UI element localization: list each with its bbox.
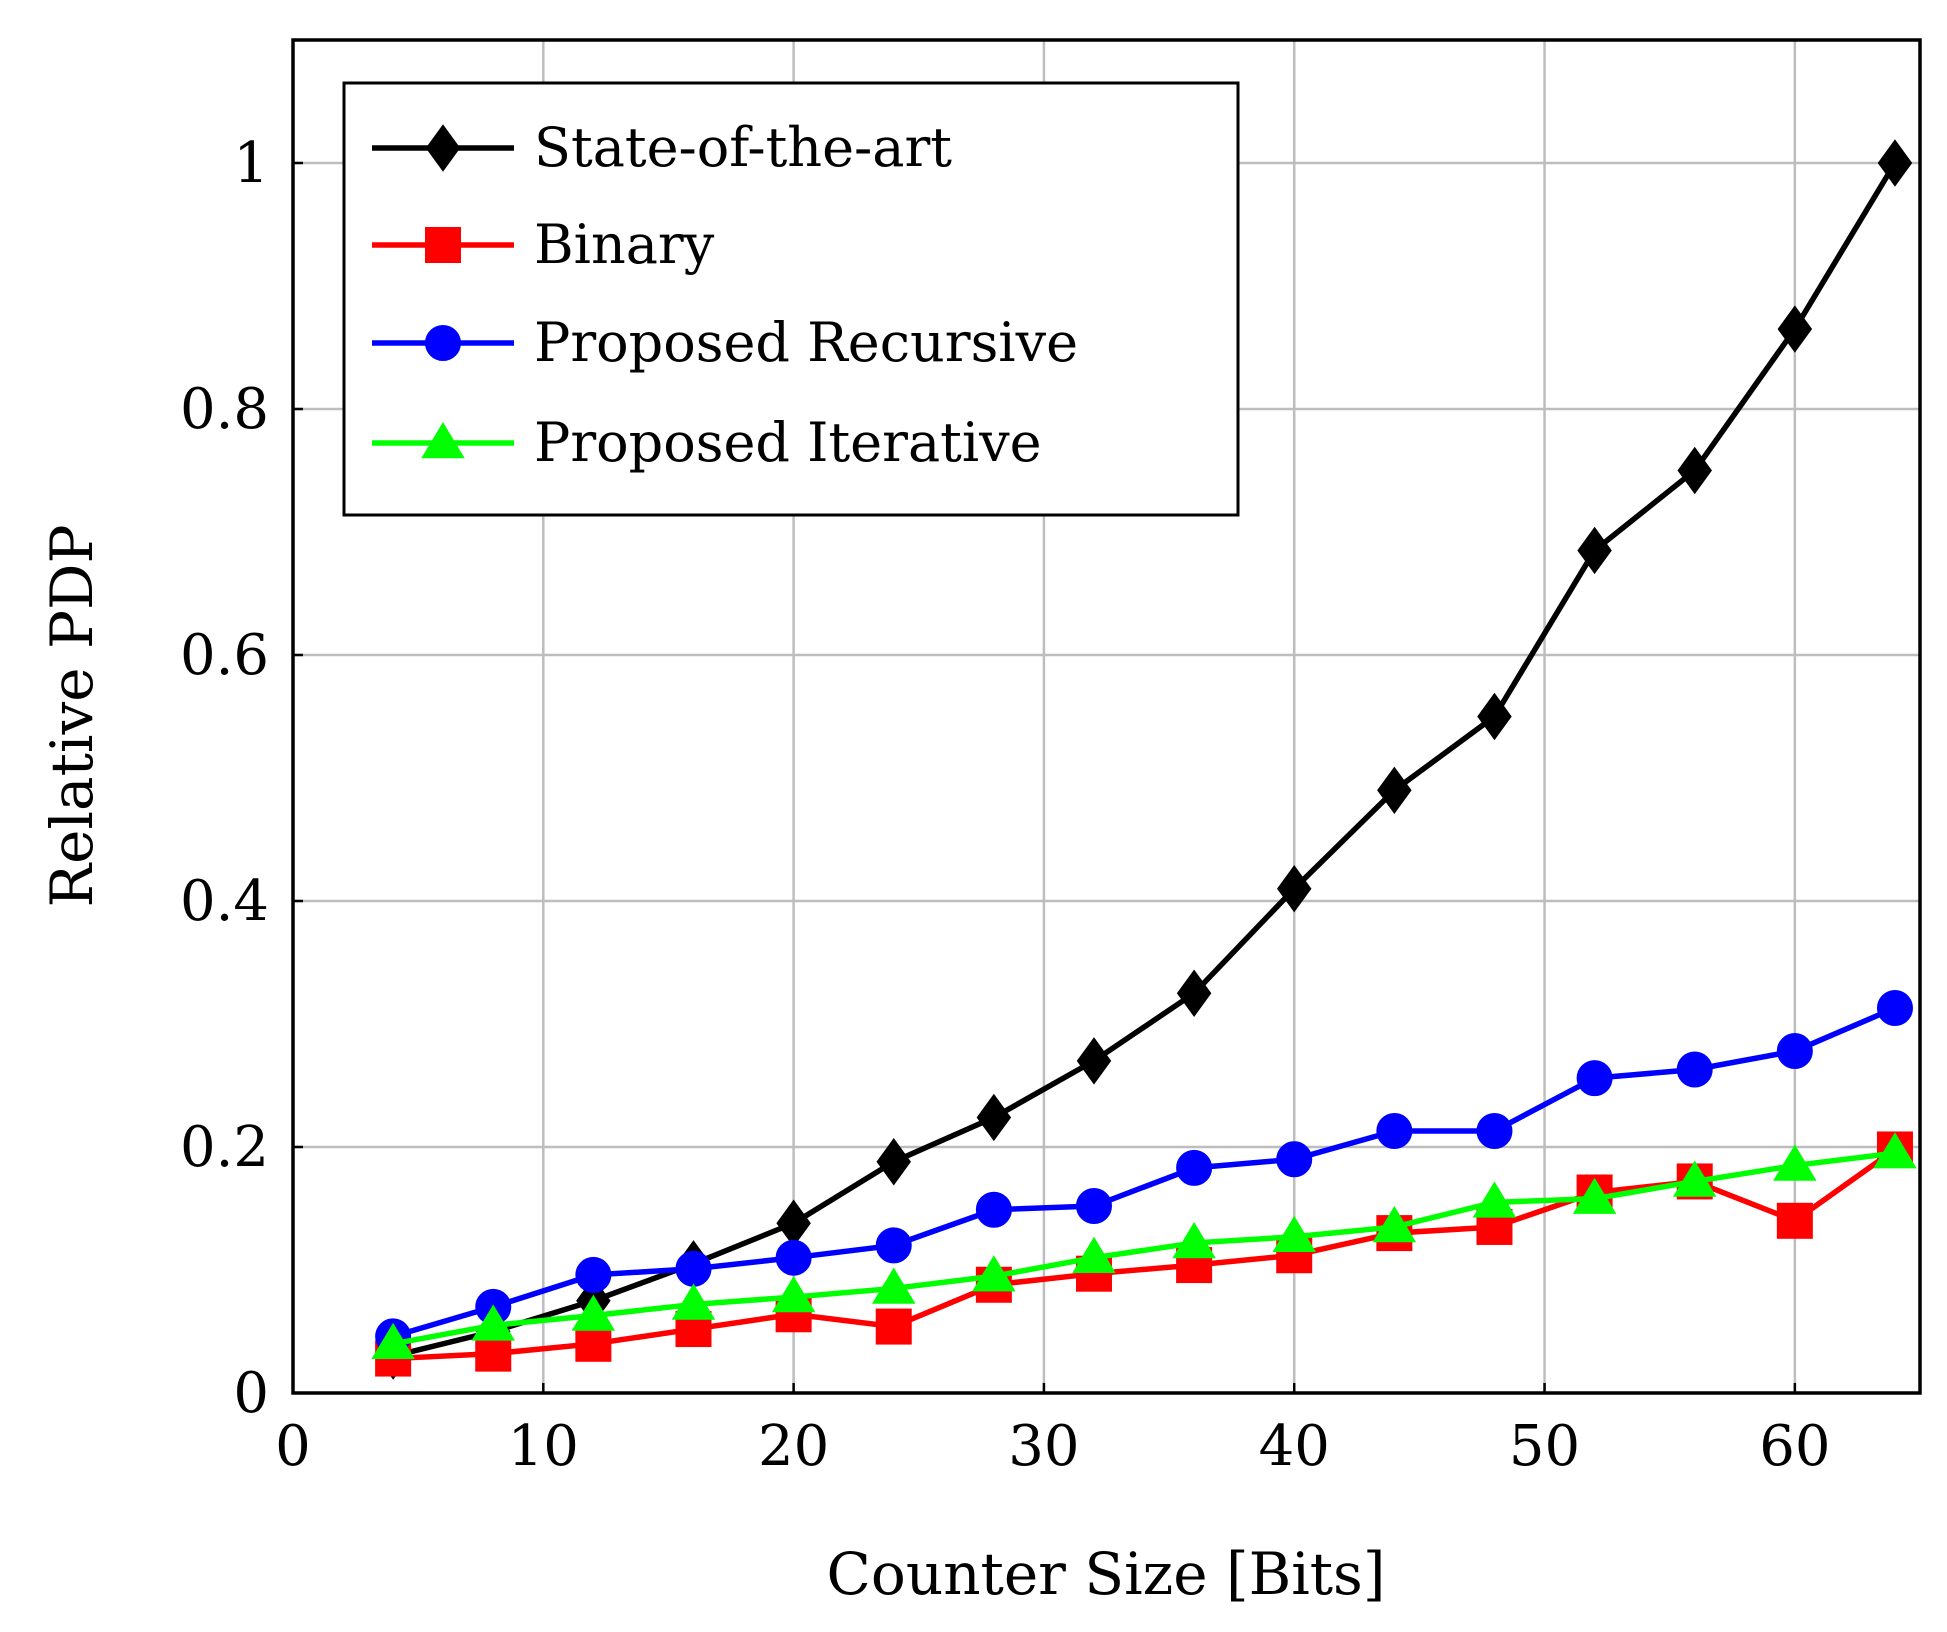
data-point-proposed-recursive <box>1876 990 1913 1027</box>
data-point-state-of-the-art <box>1577 526 1612 575</box>
series-line-proposed-recursive <box>392 1005 1897 1340</box>
legend-marker-state-of-the-art <box>425 124 461 172</box>
legend-marker-proposed-recursive <box>425 325 461 361</box>
data-point-proposed-iterative <box>571 1294 616 1331</box>
x-tick-label: 0 <box>275 1414 311 1479</box>
y-axis-ticks: 0 0.2 0.4 0.6 0.8 1 <box>180 131 303 1426</box>
data-point-state-of-the-art <box>1477 692 1512 741</box>
data-point-proposed-recursive <box>675 1250 712 1287</box>
data-point-proposed-recursive <box>1176 1149 1213 1186</box>
series-layer <box>371 139 1917 1380</box>
data-point-proposed-recursive <box>575 1256 612 1293</box>
data-point-state-of-the-art <box>1677 446 1712 495</box>
legend-label-proposed-iterative: Proposed Iterative <box>534 411 1042 474</box>
data-point-state-of-the-art <box>1176 969 1212 1017</box>
series-line-state-of-the-art <box>392 161 1898 1359</box>
legend: State-of-the-art Binary Proposed Recursive… <box>342 81 1240 517</box>
data-point-state-of-the-art <box>876 1138 911 1186</box>
data-point-state-of-the-art <box>1076 1037 1112 1085</box>
legend-label-proposed-recursive: Proposed Recursive <box>534 311 1078 374</box>
data-point-proposed-recursive <box>1676 1051 1713 1088</box>
x-tick-label: 30 <box>1008 1414 1079 1479</box>
y-tick-label: 0.8 <box>180 377 269 442</box>
legend-label-state-of-the-art: State-of-the-art <box>534 116 952 179</box>
x-tick-label: 40 <box>1259 1414 1330 1479</box>
data-point-proposed-recursive <box>775 1239 812 1276</box>
data-point-proposed-iterative <box>1172 1221 1216 1259</box>
data-point-proposed-recursive <box>1376 1113 1413 1150</box>
data-point-state-of-the-art <box>1877 139 1913 187</box>
x-axis-ticks: 0 10 20 30 40 50 60 <box>275 1383 1830 1479</box>
x-tick-label: 20 <box>758 1414 829 1479</box>
y-tick-label: 0.4 <box>180 869 269 934</box>
data-point-proposed-recursive <box>1776 1033 1813 1070</box>
data-point-proposed-iterative <box>1873 1132 1917 1169</box>
x-tick-label: 10 <box>508 1414 579 1479</box>
x-axis-title: Counter Size [Bits] <box>827 1540 1386 1608</box>
legend-entry-state-of-the-art: State-of-the-art <box>372 116 952 179</box>
data-point-proposed-iterative <box>1773 1144 1817 1181</box>
legend-marker-proposed-iterative <box>421 422 465 459</box>
y-axis-title: Relative PDP <box>38 524 106 907</box>
data-point-proposed-iterative <box>1372 1206 1417 1243</box>
data-point-proposed-iterative <box>1673 1160 1717 1197</box>
y-tick-label: 0 <box>233 1361 269 1426</box>
data-point-state-of-the-art <box>1777 305 1813 353</box>
plot-frame <box>291 38 1922 1395</box>
data-point-proposed-recursive <box>1476 1113 1513 1150</box>
legend-entries: State-of-the-art Binary Proposed Recursive… <box>372 116 1078 474</box>
data-point-proposed-recursive <box>875 1227 912 1264</box>
legend-entry-proposed-recursive: Proposed Recursive <box>372 311 1078 374</box>
data-point-proposed-recursive <box>1276 1141 1313 1178</box>
legend-label-binary: Binary <box>534 213 715 276</box>
data-point-proposed-recursive <box>975 1191 1012 1228</box>
data-point-proposed-recursive <box>1075 1188 1112 1225</box>
legend-entry-binary: Binary <box>372 213 715 276</box>
data-point-state-of-the-art <box>976 1093 1012 1142</box>
data-point-proposed-iterative <box>471 1304 515 1341</box>
y-tick-label: 0.6 <box>180 623 269 688</box>
x-tick-label: 50 <box>1509 1414 1580 1479</box>
legend-marker-binary <box>425 227 461 263</box>
y-tick-label: 0.2 <box>180 1115 269 1180</box>
data-point-binary <box>875 1308 912 1345</box>
data-point-binary <box>575 1325 612 1362</box>
data-point-state-of-the-art <box>1276 864 1312 913</box>
series-proposed-iterative <box>371 1132 1917 1360</box>
x-tick-label: 60 <box>1759 1414 1830 1479</box>
data-point-proposed-iterative <box>1472 1181 1517 1218</box>
data-point-proposed-iterative <box>1072 1236 1116 1273</box>
data-point-binary <box>475 1335 512 1372</box>
data-point-proposed-iterative <box>1272 1215 1316 1253</box>
data-point-binary <box>1176 1247 1213 1284</box>
series-line-binary <box>392 1147 1897 1362</box>
data-point-proposed-iterative <box>872 1267 916 1304</box>
legend-entry-proposed-iterative: Proposed Iterative <box>372 411 1042 474</box>
data-point-state-of-the-art <box>1377 766 1412 815</box>
data-point-proposed-iterative <box>771 1276 816 1313</box>
data-point-binary <box>1776 1202 1813 1239</box>
data-point-proposed-iterative <box>671 1283 716 1320</box>
series-line-proposed-iterative <box>392 1150 1896 1347</box>
data-point-proposed-recursive <box>1576 1060 1613 1097</box>
y-tick-label: 1 <box>233 131 269 196</box>
data-point-proposed-iterative <box>972 1255 1016 1292</box>
data-point-proposed-iterative <box>1572 1177 1617 1214</box>
data-point-proposed-iterative <box>371 1322 415 1360</box>
